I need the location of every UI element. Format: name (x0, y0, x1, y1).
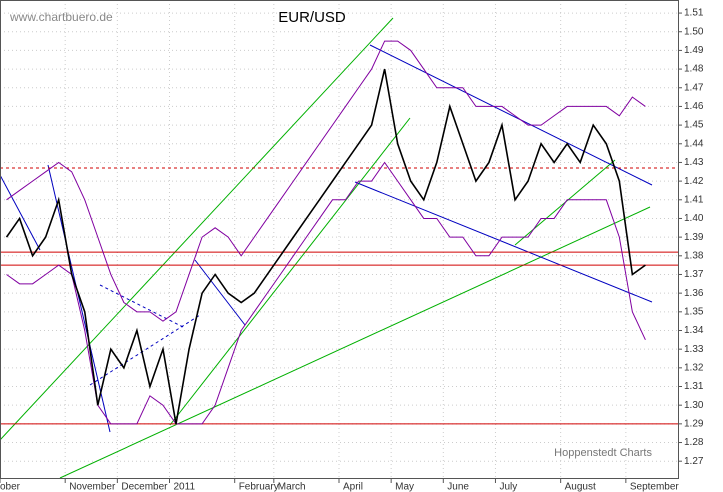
x-tick-label: November (69, 482, 116, 492)
grid (0, 0, 678, 478)
credit: Hoppenstedt Charts (554, 447, 652, 459)
y-tick-label: 1.49 (684, 45, 704, 56)
y-tick-label: 1.47 (684, 82, 704, 93)
trend-line (169, 117, 411, 426)
chart-title: EUR/USD (278, 9, 346, 26)
x-tick-label: May (395, 482, 414, 492)
x-tick-label: April (343, 482, 363, 492)
x-tick-label: October (0, 482, 21, 492)
y-tick-label: 1.37 (684, 269, 704, 280)
source: www.chartbuero.de (9, 10, 113, 24)
trend-line (369, 44, 653, 186)
y-tick-label: 1.35 (684, 306, 704, 317)
y-tick-label: 1.28 (684, 437, 704, 448)
x-tick-label: December (121, 482, 168, 492)
y-tick-label: 1.32 (684, 362, 704, 373)
y-tick-label: 1.41 (684, 194, 704, 205)
trend-line (99, 284, 186, 329)
y-tick-label: 1.48 (684, 64, 704, 75)
trend-line (194, 259, 246, 326)
x-tick-label: August (565, 482, 596, 492)
x-tick-label: June (447, 482, 469, 492)
y-tick-label: 1.46 (684, 101, 704, 112)
y-tick-label: 1.50 (684, 26, 704, 37)
y-tick-label: 1.33 (684, 344, 704, 355)
trend-line (0, 174, 41, 251)
price-line (5, 68, 646, 424)
band-line (6, 40, 646, 322)
band-line (6, 161, 646, 425)
y-tick-label: 1.51 (684, 8, 704, 19)
y-tick-label: 1.38 (684, 250, 704, 261)
x-tick-label: February (239, 482, 279, 492)
trend-lines (0, 17, 653, 478)
y-tick-label: 1.43 (684, 157, 704, 168)
y-tick-label: 1.34 (684, 325, 704, 336)
y-tick-label: 1.30 (684, 400, 704, 411)
x-tick-label: July (499, 482, 517, 492)
trend-line (0, 17, 394, 441)
y-tick-label: 1.27 (684, 456, 704, 467)
y-tick-label: 1.31 (684, 381, 704, 392)
y-tick-label: 1.40 (684, 213, 704, 224)
y-tick-label: 1.42 (684, 176, 704, 187)
trend-line (47, 164, 111, 433)
x-tick-label: 2011 (174, 482, 196, 492)
trend-line (59, 206, 651, 478)
y-tick-label: 1.29 (684, 418, 704, 429)
y-tick-label: 1.45 (684, 120, 704, 131)
plot (0, 40, 678, 425)
x-tick-label: September (630, 482, 680, 492)
y-tick-label: 1.44 (684, 138, 704, 149)
x-tick-label: March (278, 482, 306, 492)
trend-line (354, 181, 653, 303)
y-tick-label: 1.36 (684, 288, 704, 299)
y-tick-label: 1.39 (684, 232, 704, 243)
